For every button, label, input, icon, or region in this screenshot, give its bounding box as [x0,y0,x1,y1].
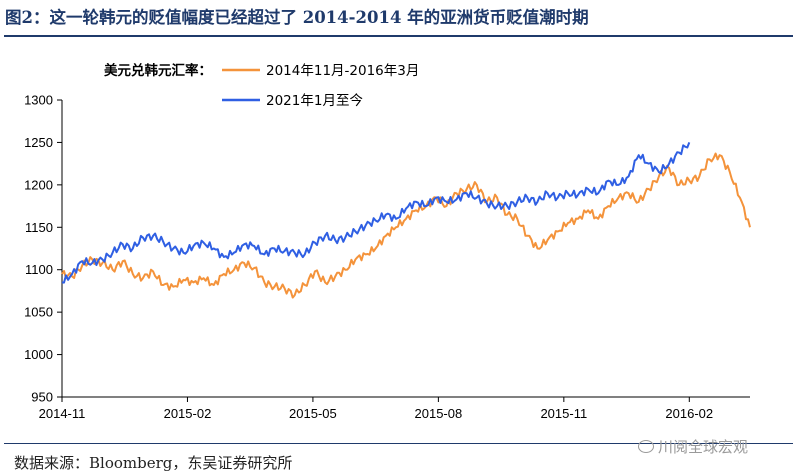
y-tick-label: 1300 [24,93,53,108]
x-tick-label: 2015-08 [415,406,463,421]
chart-axes: 950 1000 1050 1100 1150 1200 1250 1300 2014-11 20… [24,93,750,421]
watermark: 川阅全球宏观 [638,436,748,457]
y-tick-label: 1100 [25,262,53,277]
figure-title: 图2：这一轮韩元的贬值幅度已经超过了 2014-2014 年的亚洲货币贬值潮时期 [5,8,589,27]
legend-label-2: 2021年1月至今 [266,93,363,109]
x-tick-label: 2015-11 [540,406,587,421]
x-tick-label: 2015-02 [164,406,212,421]
wechat-icon [638,440,654,453]
bottom-divider [4,443,793,444]
watermark-label: 川阅全球宏观 [658,438,749,456]
y-tick-label: 1050 [24,305,53,320]
series-line-2 [61,142,691,284]
series-layer [61,142,751,299]
legend-label-1: 2014年11月-2016年3月 [266,63,419,79]
x-tick-label: 2014-11 [39,406,86,421]
y-tick-label: 950 [31,390,53,405]
y-tick-label: 1200 [24,177,53,192]
x-tick-label: 2016-02 [665,406,713,421]
legend-title: 美元兑韩元汇率： [104,62,212,79]
top-divider [4,35,793,37]
y-tick-label: 1150 [25,220,53,235]
source-note: 数据来源：Bloomberg，东吴证券研究所 [14,454,293,472]
series-line-1 [61,152,751,299]
y-tick-label: 1000 [24,347,53,362]
chart-legend: 美元兑韩元汇率： 2014年11月-2016年3月 2021年1月至今 [104,62,419,109]
x-tick-label: 2015-05 [289,406,337,421]
y-tick-label: 1250 [24,135,53,150]
